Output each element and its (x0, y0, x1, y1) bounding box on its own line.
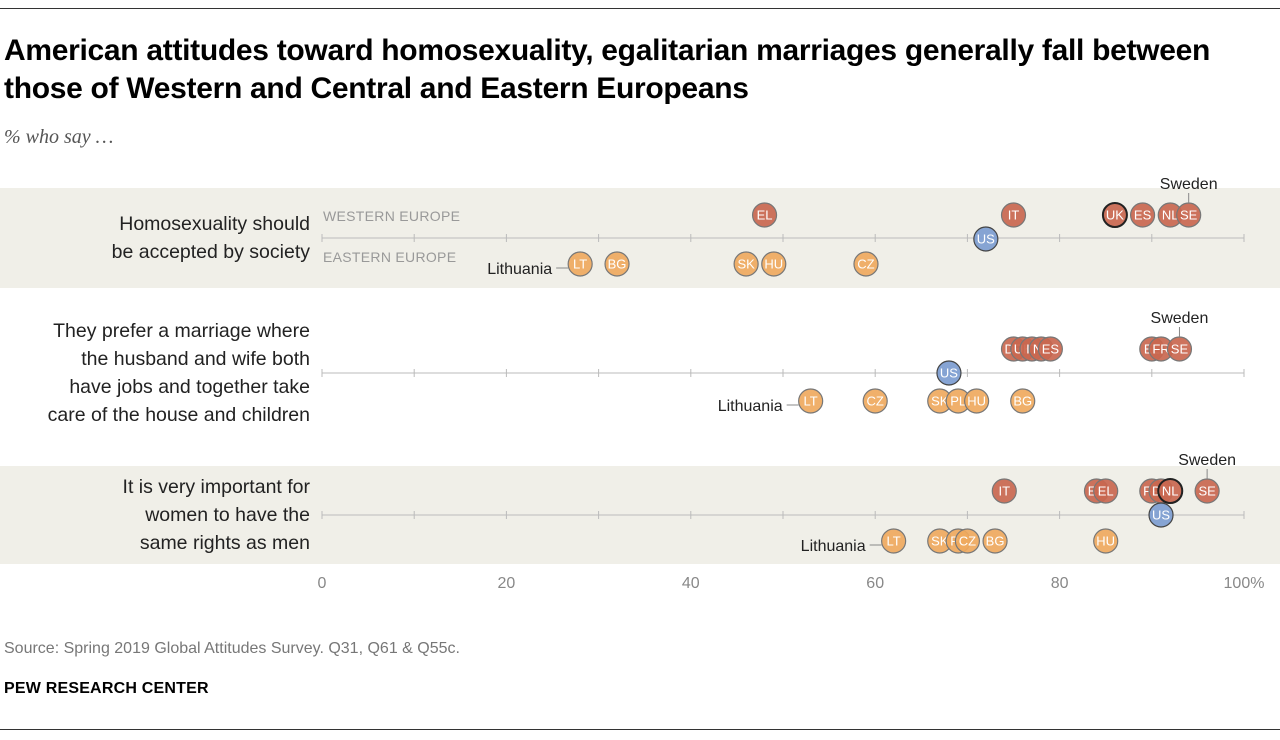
row-label-line: be accepted by society (112, 241, 311, 263)
lithuania-callout-label: Lithuania (487, 261, 552, 278)
eastern-dot-cz (853, 251, 879, 277)
eastern-dot-pl-label: PL (950, 394, 966, 409)
western-dot-it-label: IT (998, 484, 1010, 499)
row-label-line: care of the house and children (48, 404, 310, 426)
eastern-dot-bg-label: BG (986, 534, 1005, 549)
western-dot-it (991, 478, 1017, 504)
x-tick-label: 40 (682, 575, 700, 592)
eastern-dot-lt (798, 388, 824, 414)
eastern-dot-sk (733, 251, 759, 277)
x-tick-label: 20 (498, 575, 516, 592)
chart-row-2: They prefer a marriage where the husband … (48, 310, 1245, 426)
western-dot-uk (1101, 202, 1128, 228)
eastern-dot-bg (982, 528, 1008, 554)
eastern-dot-hu-label: HU (1096, 534, 1115, 549)
source-note: Source: Spring 2019 Global Attitudes Sur… (4, 640, 460, 657)
eastern-dot-cz-label: CZ (959, 534, 976, 549)
western-dot-it (1000, 202, 1027, 228)
eastern-dot-lt (881, 528, 907, 554)
western-dot-uk-label: UK (1106, 208, 1124, 223)
row-label-line: have jobs and together take (69, 376, 310, 398)
eastern-dot-cz (862, 388, 888, 414)
western-dot-nl-label: NL (1162, 208, 1179, 223)
sweden-callout-label: Sweden (1151, 310, 1209, 327)
western-dot-el (751, 202, 778, 228)
eastern-dot-cz (954, 528, 981, 554)
us-dot-label: US (1152, 508, 1170, 523)
eastern-dot-cz-label: CZ (867, 394, 884, 409)
eastern-dot-hu (1093, 528, 1119, 554)
western-dot-es (1037, 336, 1063, 362)
lithuania-callout-label: Lithuania (801, 538, 866, 555)
eastern-dot-lt-label: LT (887, 534, 901, 549)
western-dot-el-label: EL (1098, 484, 1114, 499)
us-dot (936, 360, 962, 386)
x-tick-label: 100% (1224, 575, 1265, 592)
sweden-callout-label: Sweden (1160, 176, 1218, 193)
sweden-callout-label: Sweden (1178, 452, 1236, 469)
western-dot-el-label: EL (757, 208, 773, 223)
eastern-dot-hu (761, 251, 787, 277)
western-dot-nl (1157, 478, 1184, 504)
eastern-dot-hu-label: HU (967, 394, 986, 409)
western-dot-fr-label: FR (1152, 342, 1169, 357)
eastern-dot-lt-label: LT (573, 257, 587, 272)
x-tick-label: 0 (318, 575, 327, 592)
row-label-line: It is very important for (123, 476, 311, 498)
us-dot-label: US (977, 232, 995, 247)
western-dot-se-label: SE (1180, 208, 1198, 223)
row-label-line: women to have the (144, 504, 310, 526)
credit-line: PEW RESEARCH CENTER (4, 680, 209, 697)
page-title: American attitudes toward homosexuality,… (4, 34, 1211, 105)
row-label-line: They prefer a marriage where (53, 320, 310, 342)
eastern-dot-sk-label: SK (737, 257, 755, 272)
chart-subtitle: % who say … (4, 126, 114, 148)
western-europe-label: WESTERN EUROPE (323, 208, 460, 224)
us-dot (973, 226, 999, 252)
western-dot-es-label: ES (1134, 208, 1152, 223)
eastern-dot-bg (1010, 388, 1036, 414)
row-label-line: Homosexuality should (119, 213, 310, 235)
eastern-dot-hu (964, 388, 990, 414)
eastern-dot-lt (567, 251, 593, 277)
western-dot-se-label: SE (1198, 484, 1216, 499)
eastern-dot-hu-label: HU (764, 257, 783, 272)
dot-plot-chart: Homosexuality should be accepted by socie… (0, 176, 1280, 592)
top-rule (0, 8, 1280, 9)
western-dot-el (1093, 478, 1119, 504)
us-dot (1148, 502, 1174, 528)
western-dot-se-label: SE (1171, 342, 1189, 357)
row-label-line: same rights as men (140, 532, 310, 554)
lithuania-callout-label: Lithuania (718, 398, 783, 415)
x-tick-label: 80 (1051, 575, 1069, 592)
x-tick-label: 60 (866, 575, 884, 592)
eastern-dot-bg-label: BG (608, 257, 627, 272)
eastern-dot-sk-label: SK (931, 394, 949, 409)
us-dot-label: US (940, 366, 958, 381)
eastern-dot-lt-label: LT (804, 394, 818, 409)
western-dot-es (1129, 202, 1156, 228)
eastern-europe-label: EASTERN EUROPE (323, 249, 456, 265)
eastern-dot-sk-label: SK (931, 534, 949, 549)
western-dot-es-label: ES (1042, 342, 1060, 357)
bottom-rule (0, 729, 1280, 730)
western-dot-nl-label: NL (1162, 484, 1179, 499)
eastern-dot-cz-label: CZ (857, 257, 874, 272)
row-label-line: the husband and wife both (81, 348, 310, 370)
chart-row-1: Homosexuality should be accepted by socie… (0, 176, 1280, 288)
eastern-dot-bg-label: BG (1013, 394, 1032, 409)
chart-row-3: It is very important for women to have th… (0, 452, 1280, 564)
eastern-dot-bg (604, 251, 630, 277)
western-dot-it-label: IT (1008, 208, 1020, 223)
